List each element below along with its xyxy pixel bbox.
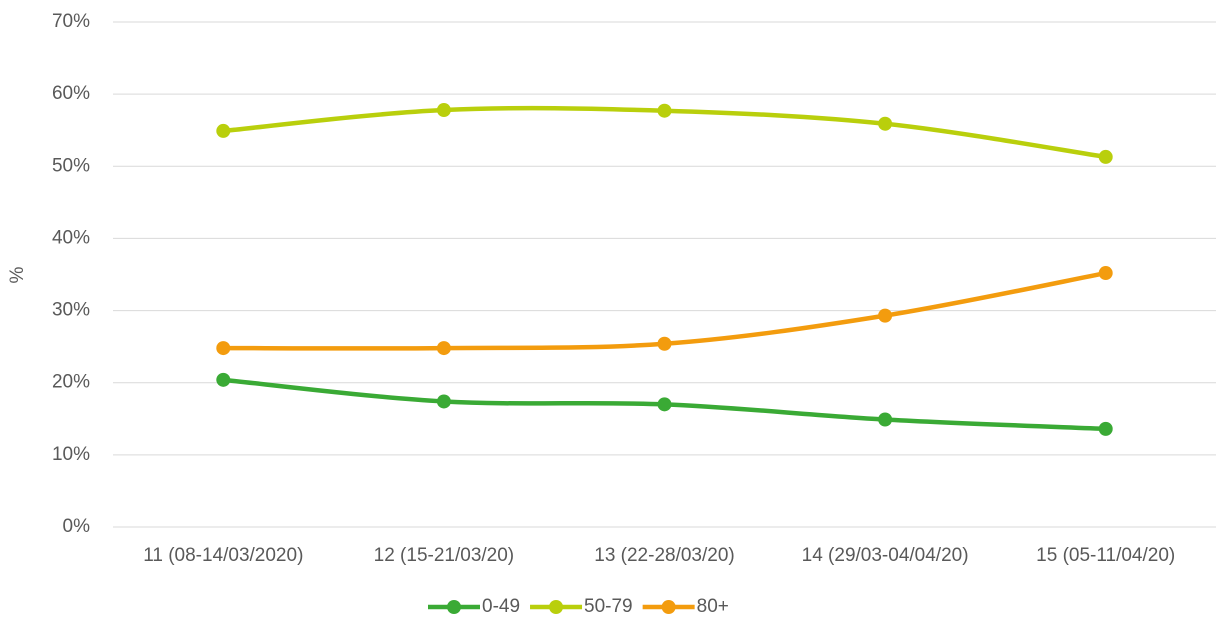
x-tick-label: 14 (29/03-04/04/20)	[802, 545, 969, 566]
x-tick-label: 11 (08-14/03/2020)	[143, 545, 303, 566]
y-tick-label: 20%	[52, 372, 90, 393]
point	[436, 394, 451, 409]
y-tick-label: 30%	[52, 300, 90, 321]
legend-marker	[447, 600, 461, 614]
point	[216, 341, 231, 356]
y-tick-label: 40%	[52, 227, 90, 248]
y-tick-label: 70%	[52, 11, 90, 32]
legend-marker	[661, 600, 676, 614]
legend-marker	[549, 600, 564, 614]
y-tick-label: 60%	[52, 83, 90, 104]
point	[1098, 421, 1113, 436]
point	[878, 412, 893, 427]
x-tick-label: 12 (15-21/03/20)	[374, 545, 515, 566]
point	[878, 116, 893, 131]
y-axis-label: %	[7, 266, 28, 283]
point	[1098, 149, 1113, 164]
point	[657, 336, 672, 351]
legend-label: 80+	[697, 596, 729, 617]
point	[216, 372, 231, 387]
y-tick-label: 10%	[52, 444, 90, 465]
point	[436, 103, 451, 118]
point	[216, 123, 231, 138]
x-tick-label: 15 (05-11/04/20)	[1036, 545, 1175, 566]
point	[878, 308, 893, 323]
y-tick-label: 50%	[52, 155, 90, 176]
legend-label: 0-49	[482, 596, 520, 617]
point	[657, 397, 672, 412]
legend-label: 50-79	[584, 596, 633, 617]
point	[436, 341, 451, 356]
point	[657, 103, 672, 118]
y-tick-label: 0%	[63, 516, 91, 537]
point	[1098, 266, 1113, 281]
x-tick-label: 13 (22-28/03/20)	[594, 545, 735, 566]
